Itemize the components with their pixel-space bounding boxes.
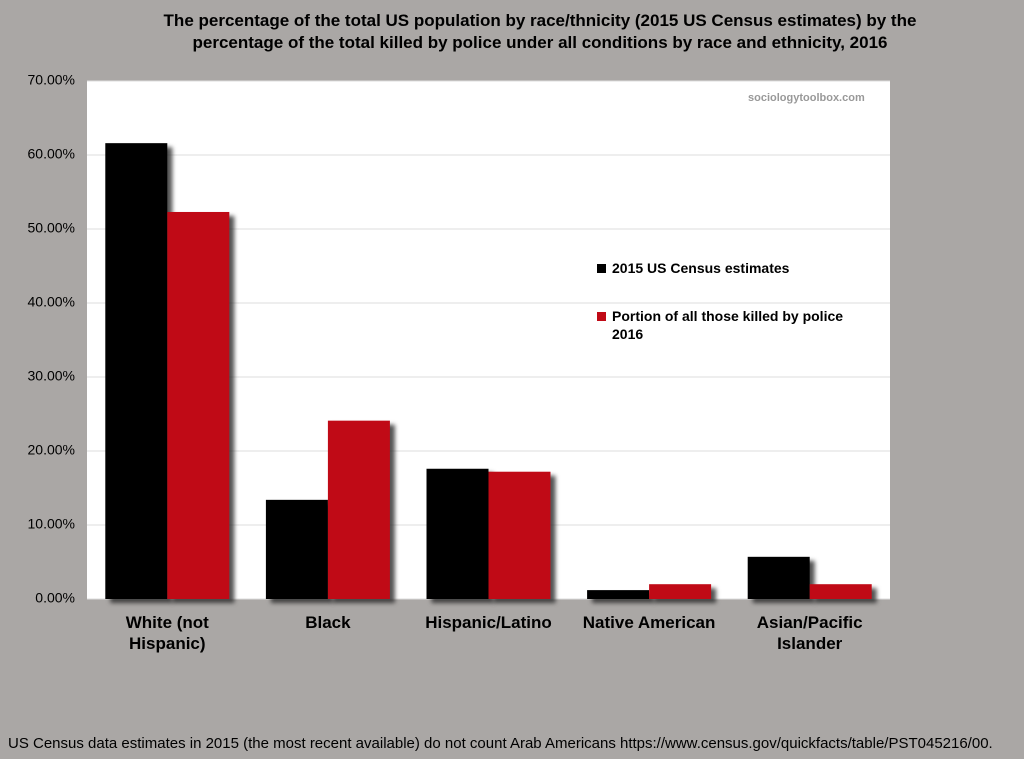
footnote: US Census data estimates in 2015 (the mo… bbox=[8, 735, 993, 752]
bar bbox=[167, 211, 230, 600]
bar bbox=[105, 143, 168, 599]
bar bbox=[327, 420, 390, 599]
bar bbox=[426, 468, 489, 599]
y-tick-label: 10.00% bbox=[28, 516, 75, 532]
bar bbox=[649, 584, 712, 599]
y-tick-label: 0.00% bbox=[35, 590, 75, 606]
bar bbox=[265, 499, 328, 599]
bar bbox=[747, 556, 810, 599]
y-tick-label: 30.00% bbox=[28, 368, 75, 384]
y-tick-label: 70.00% bbox=[28, 72, 75, 88]
bar bbox=[488, 471, 551, 599]
legend-label: 2015 US Census estimates bbox=[612, 260, 790, 276]
bar bbox=[809, 584, 872, 599]
x-tick-label: Hispanic/Latino bbox=[425, 613, 552, 632]
x-tick-label: White (not Hispanic) bbox=[125, 613, 209, 653]
y-tick-label: 40.00% bbox=[28, 294, 75, 310]
chart-title: The percentage of the total US populatio… bbox=[163, 11, 917, 52]
legend-swatch bbox=[597, 264, 606, 273]
bar bbox=[587, 590, 650, 599]
x-tick-label: Asian/Pacific Islander bbox=[756, 613, 863, 653]
watermark: sociologytoolbox.com bbox=[748, 92, 865, 104]
x-tick-label: Native American bbox=[582, 613, 716, 632]
y-tick-label: 50.00% bbox=[28, 220, 75, 236]
y-tick-label: 60.00% bbox=[28, 146, 75, 162]
legend-label: Portion of all those killed by police 20… bbox=[612, 308, 844, 342]
y-tick-label: 20.00% bbox=[28, 442, 75, 458]
x-tick-label: Black bbox=[305, 613, 351, 632]
legend-swatch bbox=[597, 312, 606, 321]
